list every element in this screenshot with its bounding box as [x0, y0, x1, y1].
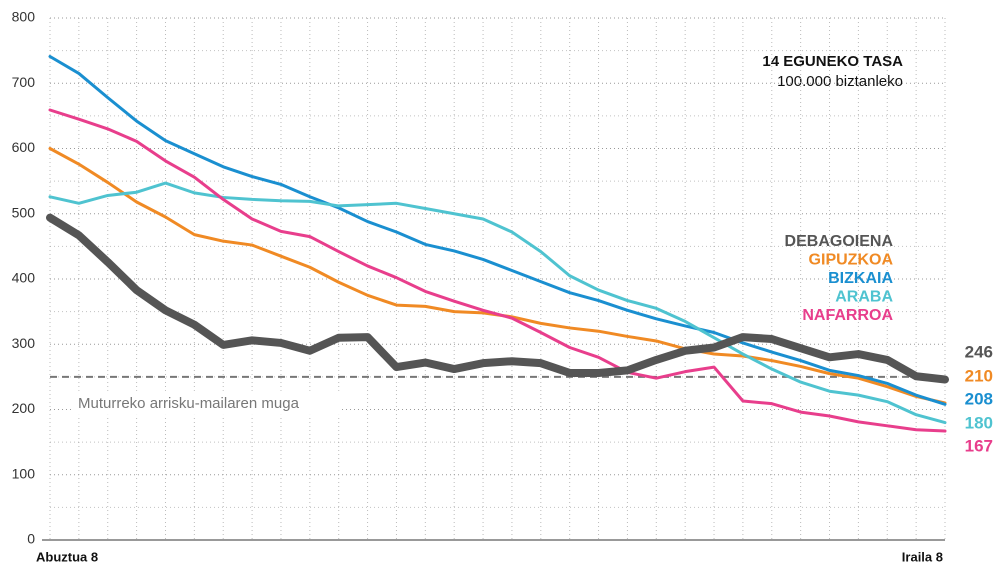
y-tick-label: 200	[12, 400, 36, 416]
annotation-box	[748, 46, 908, 94]
end-label: 210	[965, 366, 993, 385]
threshold-label-bg	[72, 390, 340, 415]
legend-entry: GIPUZKOA	[809, 252, 894, 269]
y-tick-label: 400	[12, 270, 36, 286]
threshold-label: Muturreko arrisku-mailaren muga	[78, 395, 300, 412]
y-tick-label: 800	[12, 9, 36, 25]
series-line	[48, 54, 947, 406]
y-tick-label: 300	[12, 335, 36, 351]
series-line	[46, 213, 949, 384]
y-tick-label: 100	[12, 465, 36, 481]
annotation-title: 14 EGUNEKO TASA	[762, 53, 903, 70]
series-line	[48, 181, 947, 425]
x-tick-label: Iraila 8	[902, 549, 943, 564]
end-label: 208	[965, 389, 993, 408]
x-tick-label: Abuztua 8	[36, 549, 98, 564]
legend-entry: BIZKAIA	[828, 270, 893, 287]
series-line	[48, 108, 947, 433]
y-tick-label: 700	[12, 74, 36, 90]
y-tick-label: 600	[12, 139, 36, 155]
legend-entry: ARABA	[835, 289, 893, 306]
annotation-subtitle: 100.000 biztanleko	[777, 73, 903, 90]
end-label: 246	[965, 342, 993, 361]
y-tick-label: 500	[12, 204, 36, 220]
end-label: 167	[965, 436, 993, 455]
end-label: 180	[965, 413, 993, 432]
y-tick-label: 0	[27, 531, 35, 547]
legend-entry: NAFARROA	[802, 307, 893, 324]
legend-entry: DEBAGOIENA	[785, 233, 894, 250]
